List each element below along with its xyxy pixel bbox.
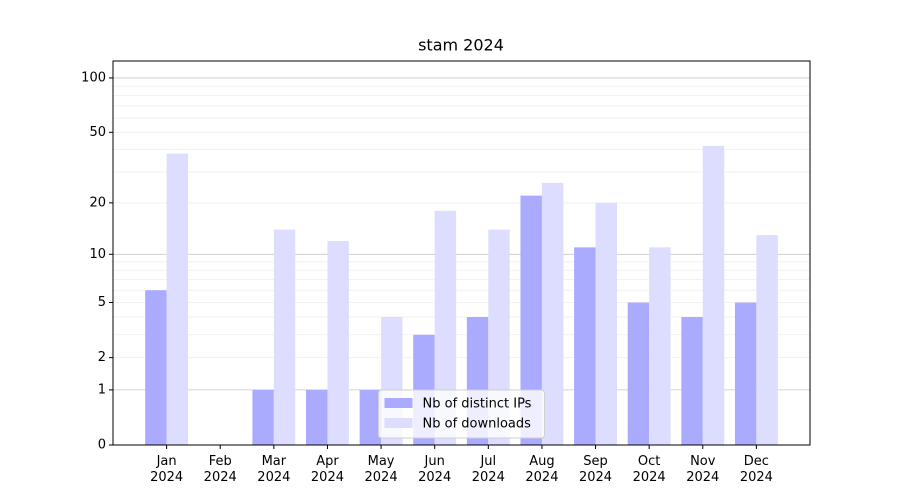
x-tick-label: Feb 2024 (204, 454, 237, 485)
x-tick-label: Apr 2024 (311, 454, 344, 485)
y-tick-label: 2 (98, 350, 106, 365)
bar (434, 210, 457, 445)
bar (627, 302, 650, 445)
y-tick-label: 1 (98, 382, 106, 397)
bar (273, 229, 296, 445)
x-tick-label: Nov 2024 (686, 454, 719, 485)
x-tick-label: May 2024 (365, 454, 398, 485)
legend-label: Nb of distinct IPs (423, 397, 532, 412)
bar (359, 389, 382, 445)
legend-swatch (384, 418, 413, 428)
x-tick-label: Mar 2024 (257, 454, 290, 485)
x-tick-label: Oct 2024 (633, 454, 666, 485)
bar (327, 241, 349, 445)
bar (734, 302, 757, 445)
bar (649, 247, 671, 445)
bar (541, 182, 564, 446)
y-tick-label: 10 (89, 247, 106, 262)
bar (145, 290, 167, 445)
y-tick-label: 20 (89, 195, 106, 210)
legend-label: Nb of downloads (423, 417, 532, 432)
legend-swatch (384, 398, 413, 408)
y-tick-label: 5 (98, 295, 106, 310)
legend-box (378, 389, 545, 439)
y-tick-label: 50 (89, 125, 106, 140)
plot-frame (112, 60, 811, 446)
bar (166, 153, 189, 446)
x-tick-label: Aug 2024 (525, 454, 558, 485)
chart-title: stam 2024 (418, 36, 504, 55)
bar (306, 389, 328, 445)
x-tick-label: Dec 2024 (740, 454, 773, 485)
bar (681, 317, 703, 445)
y-tick-label: 0 (98, 438, 106, 453)
bar (252, 389, 274, 445)
bar (756, 235, 778, 445)
x-tick-label: Jun 2024 (418, 454, 451, 485)
bar (574, 247, 596, 445)
x-tick-label: Jan 2024 (150, 454, 183, 485)
bar (595, 202, 617, 445)
bar (520, 195, 542, 445)
bar (702, 145, 725, 445)
y-tick-label: 100 (81, 70, 106, 85)
x-tick-label: Jul 2024 (472, 454, 505, 485)
x-tick-label: Sep 2024 (579, 454, 612, 485)
